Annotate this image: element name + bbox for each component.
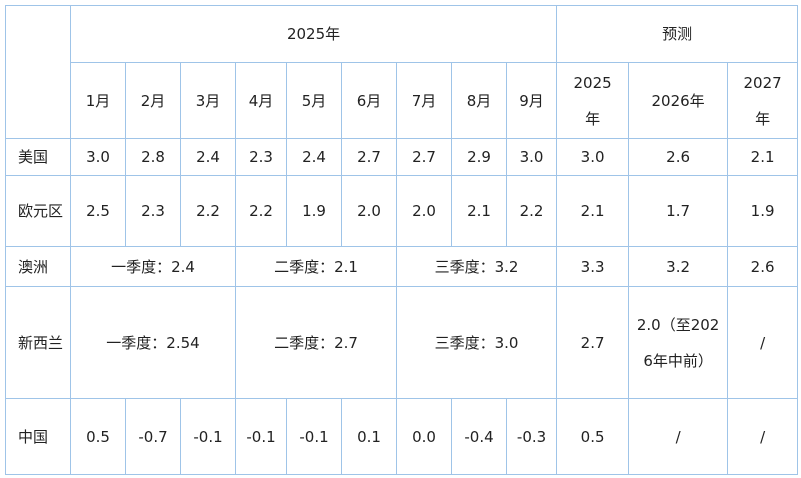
value-cell: 二季度：2.7: [235, 286, 397, 399]
value-cell: 0.1: [341, 398, 397, 475]
value-cell: 2.7: [396, 138, 452, 176]
value-cell: 2.3: [235, 138, 287, 176]
value-cell: /: [727, 286, 799, 399]
month-header: 8月: [451, 62, 507, 139]
value-cell: -0.1: [235, 398, 287, 475]
month-header: 3月: [180, 62, 236, 139]
value-cell: 1.7: [628, 175, 729, 247]
group-header: 预测: [556, 5, 799, 63]
value-cell: 3.0: [505, 138, 558, 176]
value-cell: 2.1: [451, 175, 507, 247]
value-cell: 3.3: [556, 246, 630, 287]
row-label: 欧元区: [5, 175, 71, 247]
value-cell: 2.0: [341, 175, 397, 247]
group-header: 2025年: [69, 5, 558, 63]
value-cell: 2.6: [727, 246, 799, 287]
value-cell: 0.5: [70, 398, 126, 475]
value-cell: 二季度：2.1: [235, 246, 397, 287]
value-cell: 2.7: [556, 286, 630, 399]
value-cell: 3.0: [70, 138, 126, 176]
table-body: 2025年 预测 1月 2月 3月 4月 5月 6月 7月 8月 9月 2025年 2026年 202…: [5, 5, 799, 475]
value-cell: 2.9: [451, 138, 507, 176]
row-label: 中国: [5, 398, 71, 475]
value-cell: 2.4: [286, 138, 342, 176]
value-cell: 三季度：3.2: [395, 246, 558, 287]
year-header: 2026年: [628, 62, 729, 139]
value-cell: 2.5: [70, 175, 126, 247]
year-header: 2027年: [727, 62, 799, 139]
value-cell: -0.1: [180, 398, 236, 475]
value-cell: 2.1: [727, 138, 799, 176]
header-row: 1月 2月 3月 4月 5月 6月 7月 8月 9月 2025年 2026年 2027年: [6, 62, 799, 139]
month-header: 1月: [70, 62, 126, 139]
year-header: 2025年: [556, 62, 630, 139]
month-header: 6月: [341, 62, 397, 139]
header-row: 2025年 预测: [5, 5, 799, 139]
value-cell: 2.2: [505, 175, 558, 247]
value-cell: 2.2: [180, 175, 236, 247]
value-cell: 2.8: [125, 138, 181, 176]
month-header: 4月: [235, 62, 287, 139]
value-cell: -0.7: [125, 398, 181, 475]
value-cell: 3.0: [556, 138, 630, 176]
month-header: 5月: [286, 62, 342, 139]
value-cell: 一季度：2.4: [70, 246, 236, 287]
value-cell: 2.1: [556, 175, 630, 247]
value-cell: 2.0: [396, 175, 452, 247]
value-cell: /: [727, 398, 799, 475]
value-cell: 2.3: [125, 175, 181, 247]
value-cell: 2.0（至2026年中前）: [628, 286, 729, 399]
row-label: 澳洲: [5, 246, 71, 287]
value-cell: /: [628, 398, 729, 475]
value-cell: 2.4: [180, 138, 236, 176]
value-cell: 0.5: [556, 398, 630, 475]
data-row: 欧元区 2.5 2.3 2.2 2.2 1.9 2.0 2.0 2.1 2.2 2.1 1.7 1.9: [5, 175, 799, 247]
value-cell: -0.1: [286, 398, 342, 475]
value-cell: 2.7: [341, 138, 397, 176]
month-header: 9月: [505, 62, 558, 139]
value-cell: 2.6: [628, 138, 729, 176]
value-cell: -0.4: [451, 398, 507, 475]
row-label: 新西兰: [5, 286, 71, 399]
month-header: 7月: [396, 62, 452, 139]
corner-cell: [5, 5, 71, 139]
data-row: 新西兰 一季度：2.54 二季度：2.7 三季度：3.0 2.7 2.0（至2026年中前…: [5, 286, 799, 399]
month-header: 2月: [125, 62, 181, 139]
row-label: 美国: [5, 138, 71, 176]
data-row: 中国 0.5 -0.7 -0.1 -0.1 -0.1 0.1 0.0 -0.4 -0.3 0.5//: [5, 398, 799, 475]
data-row: 美国 3.0 2.8 2.4 2.3 2.4 2.7 2.7 2.9 3.0 3.0 2.6 2.1: [5, 138, 799, 176]
value-cell: 1.9: [727, 175, 799, 247]
value-cell: 3.2: [628, 246, 729, 287]
value-cell: 1.9: [286, 175, 342, 247]
value-cell: 2.2: [235, 175, 287, 247]
value-cell: -0.3: [505, 398, 558, 475]
value-cell: 0.0: [396, 398, 452, 475]
data-table: 2025年 预测 1月 2月 3月 4月 5月 6月 7月 8月 9月 2025年 2026年 202…: [5, 5, 799, 475]
value-cell: 三季度：3.0: [395, 286, 558, 399]
data-row: 澳洲 一季度：2.4 二季度：2.1 三季度：3.2 3.3 3.2 2.6: [5, 246, 799, 287]
value-cell: 一季度：2.54: [70, 286, 236, 399]
